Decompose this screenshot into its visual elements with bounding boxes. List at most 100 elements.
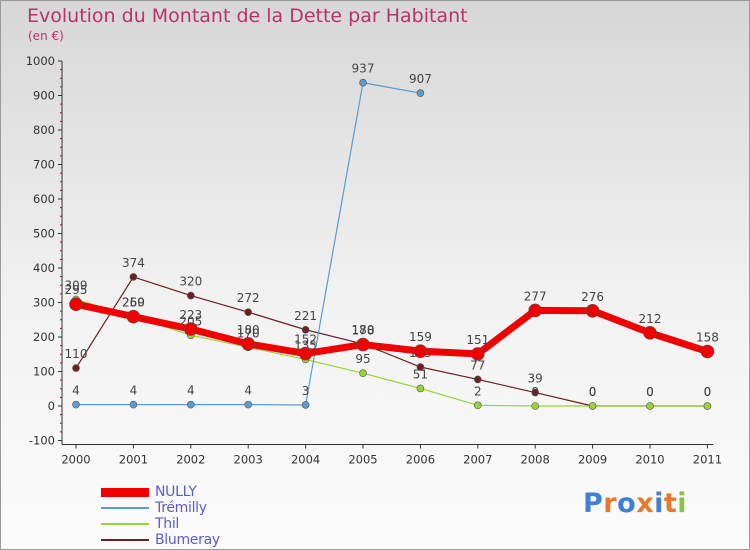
legend: NULLY Trémilly Thil Blumeray [101, 484, 361, 549]
data-point [301, 325, 310, 334]
data-point [585, 303, 600, 318]
data-label: 4 [130, 384, 138, 398]
data-label: 180 [237, 323, 260, 337]
data-point [356, 337, 370, 352]
data-point [416, 384, 425, 393]
data-point [184, 322, 198, 336]
data-point [470, 347, 485, 361]
x-tick-label: 2007 [463, 453, 492, 467]
data-label: 135 [294, 338, 317, 352]
data-label: 0 [589, 385, 597, 399]
data-label: 39 [528, 372, 543, 386]
data-point [126, 309, 141, 324]
y-tick-label: 700 [33, 158, 55, 172]
data-label: 212 [639, 312, 662, 326]
chart-title: Evolution du Montant de la Dette par Hab… [27, 5, 468, 27]
data-label: 159 [409, 330, 432, 344]
data-label: 4 [187, 384, 195, 398]
data-point [359, 369, 367, 378]
legend-item: Thil [101, 516, 361, 533]
x-tick-label: 2009 [578, 453, 607, 467]
data-point [72, 400, 80, 409]
data-point [528, 303, 543, 318]
data-point [187, 400, 195, 409]
legend-label: NULLY [155, 484, 197, 500]
data-point [416, 89, 425, 97]
data-label: 223 [179, 308, 202, 322]
y-tick-label: 300 [33, 296, 55, 310]
data-point [531, 388, 540, 397]
data-label: 152 [294, 333, 317, 347]
data-point [244, 400, 252, 409]
y-tick-label: 900 [33, 89, 55, 103]
data-label: 4 [72, 384, 80, 398]
y-tick-label: 600 [33, 192, 55, 206]
legend-swatch [101, 487, 149, 497]
y-tick-label: 800 [33, 123, 55, 137]
series-line [75, 298, 708, 407]
data-point [588, 402, 597, 410]
data-label: 151 [466, 333, 489, 347]
y-tick-label: 400 [33, 261, 55, 275]
x-tick-label: 2004 [291, 453, 320, 467]
x-tick-label: 2005 [348, 453, 377, 467]
legend-item: NULLY [101, 484, 361, 501]
y-tick-label: -100 [29, 434, 55, 448]
data-label: 272 [237, 291, 260, 305]
data-point [129, 400, 138, 409]
x-tick-label: 2000 [61, 453, 90, 467]
x-tick-label: 2010 [635, 453, 664, 467]
data-point [244, 308, 252, 316]
data-point [69, 297, 83, 312]
y-tick-label: 100 [33, 365, 55, 379]
legend-label: Thil [155, 516, 180, 532]
data-point [129, 273, 138, 281]
x-tick-label: 2001 [119, 453, 148, 467]
x-tick-label: 2011 [693, 453, 722, 467]
data-point [646, 402, 654, 410]
data-point [301, 401, 310, 409]
x-tick-label: 2006 [406, 453, 435, 467]
data-point [473, 375, 482, 384]
data-label: 180 [352, 323, 375, 337]
data-point [72, 364, 80, 372]
legend-swatch [101, 539, 149, 541]
y-tick-label: 0 [48, 399, 55, 413]
legend-swatch [101, 507, 149, 509]
data-label: 309 [65, 278, 88, 292]
proxiti-logo: Proxiti [583, 488, 688, 519]
x-tick-label: 2008 [521, 453, 550, 467]
legend-item: Trémilly [101, 500, 361, 517]
data-label: 178 [352, 324, 375, 338]
data-label: 77 [470, 358, 485, 372]
data-point [298, 346, 313, 361]
data-label: 907 [409, 72, 432, 86]
data-label: 0 [704, 385, 712, 399]
data-label: 0 [646, 385, 654, 399]
data-label: 276 [581, 290, 604, 304]
x-tick-label: 2002 [176, 453, 205, 467]
series-line [72, 300, 711, 358]
data-label: 0 [531, 385, 539, 399]
data-label: 2 [474, 384, 482, 398]
data-label: 320 [179, 275, 202, 289]
chart-unit: (en €) [28, 29, 64, 43]
data-label: 51 [413, 367, 428, 381]
data-point [700, 344, 715, 359]
data-label: 0 [646, 385, 654, 399]
data-label: 4 [244, 384, 252, 398]
data-point [241, 337, 255, 351]
data-label: 0 [704, 385, 712, 399]
data-point [416, 363, 425, 371]
data-point [531, 402, 540, 410]
data-point [643, 326, 657, 340]
data-label: 3 [302, 384, 310, 398]
data-point [413, 344, 428, 358]
data-point [187, 291, 195, 300]
y-tick-label: 1000 [26, 54, 55, 68]
data-label: 259 [122, 296, 145, 310]
data-label: 95 [355, 352, 370, 366]
data-label: 110 [65, 347, 88, 361]
data-label: 158 [696, 330, 719, 344]
